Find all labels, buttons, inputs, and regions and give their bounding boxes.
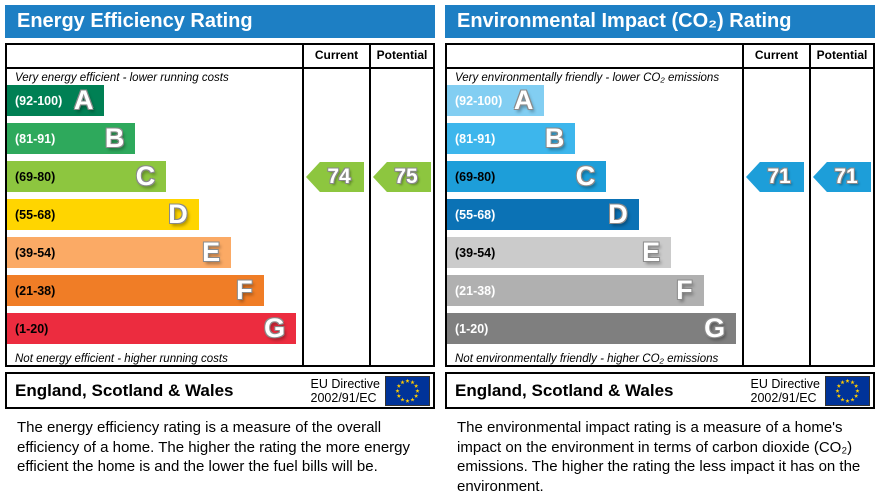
band-g: (1-20) G: [447, 313, 737, 344]
top-caption: Very environmentally friendly - lower CO…: [455, 72, 720, 84]
band-a-letter: A: [73, 85, 94, 115]
bottom-caption: Not energy efficient - higher running co…: [15, 353, 228, 365]
eu-flag-icon: [385, 375, 430, 406]
band-c-range: (69-80): [455, 169, 496, 184]
eu-directive-line2: 2002/91/EC: [750, 390, 817, 405]
band-b: (81-91) B: [447, 123, 576, 154]
potential-rating-arrow: 71: [813, 162, 871, 192]
band-b: (81-91) B: [7, 123, 136, 154]
band-d-letter: D: [168, 199, 188, 229]
current-column: 74: [302, 69, 369, 365]
eu-directive-label: EU Directive 2002/91/EC: [751, 377, 820, 405]
band-a-range: (92-100): [455, 93, 503, 108]
band-e-range: (39-54): [15, 245, 56, 260]
environmental-impact-panel: Environmental Impact (CO₂) Rating Curren…: [445, 5, 875, 495]
band-e-letter: E: [202, 237, 221, 267]
energy-chart: Current Potential Very energy efficient …: [5, 43, 435, 367]
band-f-range: (21-38): [15, 283, 56, 298]
band-e: (39-54) E: [7, 237, 232, 268]
band-d-range: (55-68): [455, 207, 496, 222]
band-d: (55-68) D: [7, 199, 199, 230]
band-g-range: (1-20): [15, 321, 49, 336]
energy-description: The energy efficiency rating is a measur…: [17, 419, 411, 475]
eu-directive-line2: 2002/91/EC: [310, 390, 377, 405]
band-c-letter: C: [575, 161, 596, 191]
potential-column-header: Potential: [369, 45, 433, 69]
header-spacer: [447, 45, 742, 69]
energy-rating-scale: Very energy efficient - lower running co…: [7, 69, 302, 365]
band-f: (21-38) F: [447, 275, 704, 306]
band-c-letter: C: [135, 161, 156, 191]
band-g-letter: G: [264, 313, 286, 343]
bottom-caption: Not environmentally friendly - higher CO…: [455, 353, 719, 365]
band-f-letter: F: [236, 275, 253, 305]
band-g-letter: G: [704, 313, 726, 343]
region-label: England, Scotland & Wales: [15, 380, 234, 400]
band-f-range: (21-38): [455, 283, 496, 298]
potential-column: 71: [809, 69, 873, 365]
environment-footer: England, Scotland & Wales EU Directive 2…: [445, 372, 875, 409]
eu-flag-icon: [825, 375, 870, 406]
current-rating-arrow: 74: [306, 162, 364, 192]
band-a-range: (92-100): [15, 93, 63, 108]
header-spacer: [7, 45, 302, 69]
band-g: (1-20) G: [7, 313, 297, 344]
band-b-range: (81-91): [455, 131, 496, 146]
region-label: England, Scotland & Wales: [455, 380, 674, 400]
current-column-header: Current: [742, 45, 809, 69]
band-b-letter: B: [104, 123, 125, 153]
eu-directive-line1: EU Directive: [310, 376, 380, 391]
band-e-range: (39-54): [455, 245, 496, 260]
environment-chart: Current Potential Very environmentally f…: [445, 43, 875, 367]
band-f-letter: F: [676, 275, 693, 305]
band-d-letter: D: [608, 199, 628, 229]
environment-description: The environmental impact rating is a mea…: [457, 419, 861, 495]
band-c: (69-80) C: [447, 161, 607, 192]
potential-rating-arrow: 75: [373, 162, 431, 192]
band-g-range: (1-20): [455, 321, 489, 336]
band-a: (92-100) A: [7, 85, 105, 116]
band-c-range: (69-80): [15, 169, 56, 184]
top-caption: Very energy efficient - lower running co…: [15, 72, 229, 84]
environment-rating-scale: Very environmentally friendly - lower CO…: [447, 69, 742, 365]
potential-column: 75: [369, 69, 433, 365]
potential-column-header: Potential: [809, 45, 873, 69]
eu-directive-label: EU Directive 2002/91/EC: [311, 377, 380, 405]
eu-directive-line1: EU Directive: [750, 376, 820, 391]
band-b-range: (81-91): [15, 131, 56, 146]
environment-chart-title: Environmental Impact (CO₂) Rating: [445, 5, 875, 38]
band-a-letter: A: [513, 85, 534, 115]
energy-footer: England, Scotland & Wales EU Directive 2…: [5, 372, 435, 409]
band-e: (39-54) E: [447, 237, 672, 268]
current-rating-arrow: 71: [746, 162, 804, 192]
current-column: 71: [742, 69, 809, 365]
band-b-letter: B: [544, 123, 565, 153]
band-f: (21-38) F: [7, 275, 264, 306]
band-d: (55-68) D: [447, 199, 639, 230]
band-a: (92-100) A: [447, 85, 545, 116]
band-e-letter: E: [642, 237, 661, 267]
current-column-header: Current: [302, 45, 369, 69]
energy-chart-title: Energy Efficiency Rating: [5, 5, 435, 38]
band-c: (69-80) C: [7, 161, 167, 192]
energy-efficiency-panel: Energy Efficiency Rating Current Potenti…: [5, 5, 435, 488]
band-d-range: (55-68): [15, 207, 56, 222]
